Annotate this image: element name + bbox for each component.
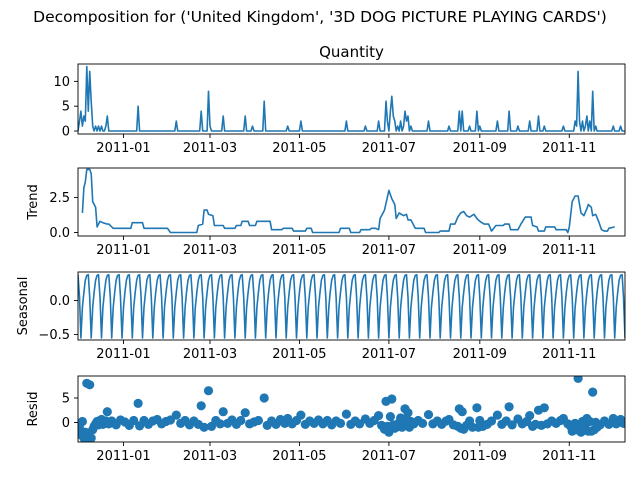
- x-tick-label: 2011-05: [272, 141, 326, 156]
- observed-title: Quantity: [319, 43, 384, 61]
- resid-point: [129, 415, 139, 426]
- resid-point: [573, 376, 583, 383]
- trend-axes-frame: [77, 167, 626, 237]
- resid-ylabel: Resid: [26, 391, 41, 426]
- y-tick-label: 0.0: [49, 226, 70, 241]
- resid-point: [385, 412, 395, 422]
- y-tick-label: 5: [62, 392, 70, 407]
- panel-resid: 2011-01 2011-03 2011-05 2011-07 2011-09 2011-…: [26, 375, 626, 464]
- observed-series-line: [78, 65, 625, 132]
- resid-point: [86, 433, 96, 442]
- resid-point: [525, 411, 535, 421]
- resid-point: [472, 403, 482, 413]
- resid-point: [203, 386, 214, 396]
- resid-point: [259, 393, 269, 403]
- resid-point: [387, 394, 397, 404]
- trend-ylabel: Trend: [26, 184, 41, 221]
- resid-point: [196, 401, 206, 411]
- panel-trend: 2011-01 2011-03 2011-05 2011-07 2011-09 2011-…: [26, 167, 626, 258]
- x-tick-label: 2011-03: [183, 449, 237, 464]
- y-tick-label: 10: [53, 75, 70, 90]
- x-tick-label: 2011-05: [272, 347, 326, 362]
- x-tick-label: 2011-07: [362, 347, 416, 362]
- resid-point: [133, 398, 143, 408]
- resid-point: [236, 415, 246, 426]
- x-tick-label: 2011-11: [542, 449, 596, 464]
- seasonal-axes-frame: [77, 271, 626, 341]
- y-tick-label: 0: [62, 125, 70, 140]
- x-tick-label: 2011-01: [96, 449, 150, 464]
- y-tick-label: −0.5: [38, 328, 70, 343]
- resid-point: [457, 407, 467, 417]
- resid-point: [341, 409, 351, 419]
- y-tick-label: 0: [62, 416, 70, 431]
- y-tick-label: 5: [62, 100, 70, 115]
- panel-observed: Quantity 2011-01 2011-03 2011-05 2011-07 2011…: [53, 43, 626, 156]
- x-tick-label: 2011-07: [362, 243, 416, 258]
- resid-point: [423, 410, 434, 420]
- resid-point: [418, 418, 428, 428]
- resid-point: [539, 403, 549, 413]
- resid-point: [507, 420, 517, 430]
- resid-point: [486, 416, 497, 426]
- x-tick-label: 2011-09: [453, 347, 507, 362]
- x-tick-label: 2011-11: [542, 243, 596, 258]
- x-tick-label: 2011-03: [183, 141, 237, 156]
- y-tick-label: 2.5: [49, 191, 70, 206]
- resid-point: [253, 415, 263, 426]
- x-tick-label: 2011-01: [96, 141, 150, 156]
- resid-point: [492, 410, 502, 420]
- resid-point: [335, 418, 346, 428]
- resid-point: [504, 402, 514, 412]
- observed-axes-frame: [77, 63, 626, 135]
- x-tick-label: 2011-03: [183, 243, 237, 258]
- x-tick-label: 2011-11: [542, 347, 596, 362]
- resid-point: [171, 410, 181, 420]
- resid-point: [78, 416, 87, 427]
- resid-point: [85, 380, 95, 390]
- x-tick-label: 2011-11: [542, 141, 596, 156]
- resid-point: [374, 411, 384, 421]
- resid-point: [240, 408, 250, 418]
- panel-seasonal: 2011-01 2011-03 2011-05 2011-07 2011-09 2011-…: [16, 271, 626, 362]
- x-tick-label: 2011-07: [362, 449, 416, 464]
- x-tick-label: 2011-09: [453, 243, 507, 258]
- resid-points: [78, 376, 625, 442]
- x-tick-label: 2011-01: [96, 347, 150, 362]
- resid-axes-frame: [77, 375, 626, 443]
- resid-point: [588, 387, 598, 397]
- trend-series-line: [81, 168, 615, 234]
- y-tick-label: 0.0: [49, 294, 70, 309]
- x-tick-label: 2011-03: [183, 347, 237, 362]
- seasonal-series-line: [78, 273, 625, 339]
- x-tick-label: 2011-07: [362, 141, 416, 156]
- seasonal-ylabel: Seasonal: [16, 277, 31, 336]
- x-tick-label: 2011-09: [453, 449, 507, 464]
- resid-point: [296, 410, 306, 420]
- x-tick-label: 2011-05: [272, 243, 326, 258]
- x-tick-label: 2011-01: [96, 243, 150, 258]
- resid-point: [102, 407, 112, 417]
- x-tick-label: 2011-09: [453, 141, 507, 156]
- x-tick-label: 2011-05: [272, 449, 326, 464]
- resid-point: [403, 408, 413, 418]
- resid-point: [218, 407, 228, 417]
- figure-suptitle: Decomposition for ('United Kingdom', '3D…: [33, 8, 607, 26]
- resid-point: [199, 422, 209, 432]
- resid-point: [618, 418, 625, 428]
- resid-point: [215, 419, 225, 429]
